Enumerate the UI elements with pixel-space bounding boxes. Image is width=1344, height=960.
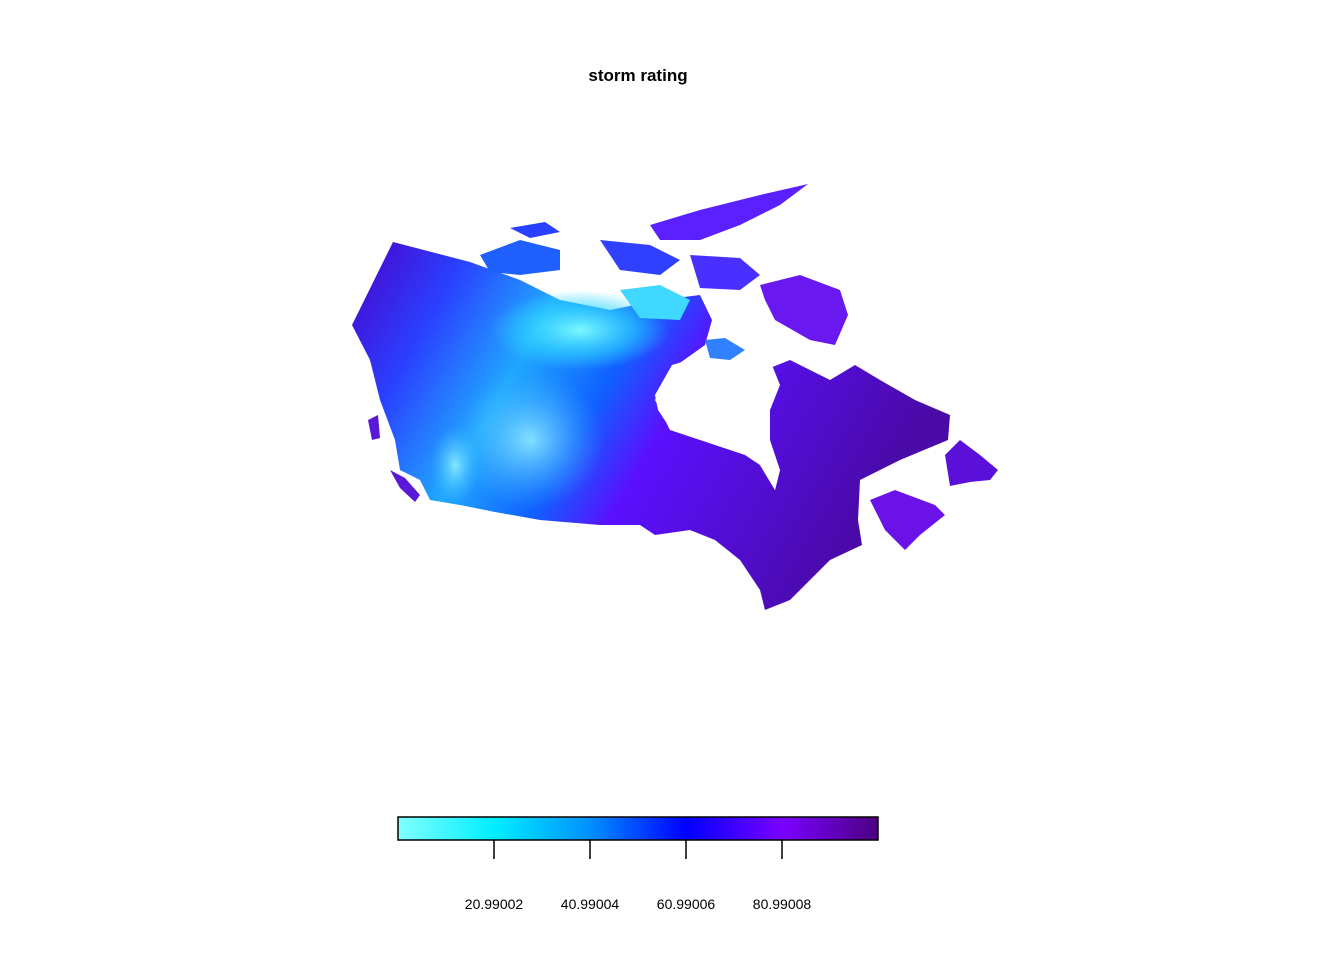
- canada-map: [352, 184, 998, 610]
- legend-ticks: 20.99002 40.99004 60.99006 80.99008: [465, 840, 812, 912]
- legend-tick-label: 40.99004: [561, 896, 620, 912]
- baffin-island: [760, 275, 848, 345]
- nova-scotia: [870, 490, 945, 550]
- legend-tick-label: 20.99002: [465, 896, 524, 912]
- legend-tick-label: 60.99006: [657, 896, 716, 912]
- color-legend: 20.99002 40.99004 60.99006 80.99008: [397, 816, 879, 912]
- newfoundland: [945, 440, 998, 486]
- arctic-island-2: [600, 240, 680, 275]
- map-title: storm rating: [588, 66, 688, 85]
- southampton-island: [705, 338, 745, 360]
- haida-gwaii: [368, 415, 380, 440]
- arctic-island-4: [620, 285, 690, 320]
- cold-zone-north: [490, 290, 670, 370]
- arctic-island-3: [690, 255, 760, 290]
- hudson-bay: [655, 355, 780, 490]
- legend-color-bar: [397, 816, 879, 841]
- vancouver-island: [390, 470, 420, 502]
- arctic-island-5: [510, 222, 560, 238]
- arctic-island-1: [480, 240, 560, 275]
- ellesmere-island: [650, 184, 808, 240]
- legend-tick-label: 80.99008: [753, 896, 812, 912]
- cold-zone-rockies: [430, 425, 480, 505]
- cold-zone-prairie: [455, 370, 605, 510]
